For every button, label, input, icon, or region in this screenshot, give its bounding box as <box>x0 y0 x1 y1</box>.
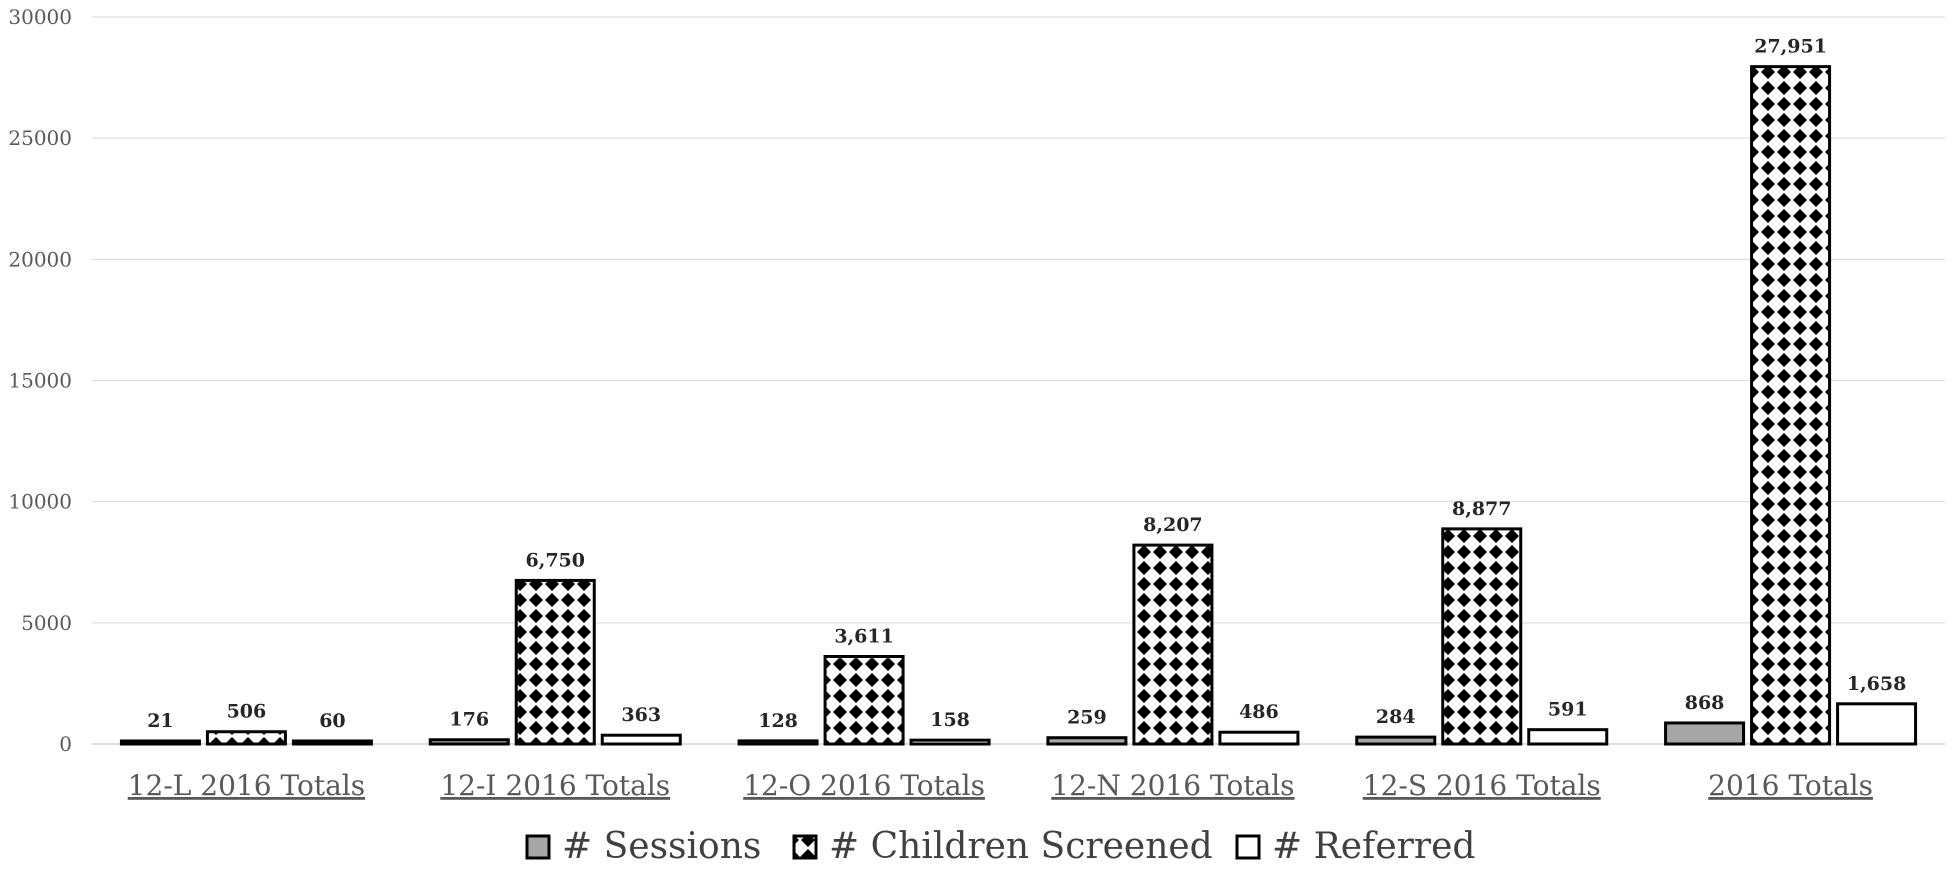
x-category-label: 12-N 2016 Totals <box>1051 769 1294 802</box>
data-label: 8,207 <box>1143 514 1203 536</box>
data-label: 363 <box>621 704 661 726</box>
data-label: 128 <box>758 710 798 732</box>
legend-item[interactable]: # Children Screened <box>792 826 1213 867</box>
data-label: 259 <box>1067 707 1107 729</box>
data-label: 868 <box>1685 692 1725 714</box>
bar <box>823 654 905 746</box>
legend-item[interactable]: # Sessions <box>525 826 761 867</box>
x-category-label: 12-I 2016 Totals <box>440 769 670 802</box>
bar <box>909 738 991 746</box>
data-label: 506 <box>227 701 267 723</box>
data-label: 3,611 <box>834 625 894 647</box>
x-category-label: 12-O 2016 Totals <box>743 769 985 802</box>
bar <box>1750 65 1832 746</box>
x-category-label: 12-L 2016 Totals <box>128 769 365 802</box>
data-label: 486 <box>1239 701 1279 723</box>
gridlines <box>92 16 1945 745</box>
bar <box>1046 736 1128 746</box>
bar <box>1132 543 1214 746</box>
legend-swatch <box>792 834 818 860</box>
data-label: 27,951 <box>1754 36 1827 58</box>
data-label: 176 <box>449 709 489 731</box>
bar <box>291 739 373 746</box>
legend-item[interactable]: # Referred <box>1235 826 1475 867</box>
bar <box>428 738 510 746</box>
legend-label: # Referred <box>1272 826 1475 867</box>
legend[interactable]: # Sessions # Children Screened # Referred <box>525 826 1475 867</box>
data-label: 591 <box>1548 699 1588 721</box>
bar <box>1836 702 1918 746</box>
legend-label: # Children Screened <box>829 826 1213 867</box>
data-labels: 21 506 60 176 6,750 363 128 3,611 158 259 8,207 486… <box>147 36 1906 732</box>
data-label: 21 <box>147 710 173 732</box>
bar <box>1441 527 1523 746</box>
x-category-label: 12-S 2016 Totals <box>1363 769 1601 802</box>
bar <box>119 739 201 746</box>
bar <box>205 730 287 746</box>
bar <box>514 578 596 746</box>
y-tick-label: 25000 <box>8 126 72 150</box>
y-tick-label: 5000 <box>21 611 72 635</box>
y-tick-label: 10000 <box>8 490 72 514</box>
y-tick-label: 20000 <box>8 247 72 271</box>
y-axis-tick-labels: 0 5000 10000 15000 20000 25000 30000 <box>8 5 72 756</box>
bar <box>737 739 819 746</box>
x-axis-category-labels: 12-L 2016 Totals 12-I 2016 Totals 12-O 201… <box>128 769 1873 802</box>
bar <box>1355 735 1437 746</box>
data-label: 284 <box>1376 706 1416 728</box>
data-label: 1,658 <box>1847 673 1907 695</box>
y-tick-label: 30000 <box>8 5 72 29</box>
x-category-label: 2016 Totals <box>1708 769 1873 802</box>
y-tick-label: 15000 <box>8 369 72 393</box>
bar <box>1664 721 1746 746</box>
y-tick-label: 0 <box>59 732 72 756</box>
data-label: 6,750 <box>526 549 586 571</box>
legend-swatch <box>1235 834 1261 860</box>
data-label: 158 <box>930 709 970 731</box>
bars <box>119 65 1918 746</box>
bar <box>1218 730 1300 746</box>
legend-label: # Sessions <box>562 826 761 867</box>
data-label: 8,877 <box>1452 498 1512 520</box>
legend-swatch <box>525 834 551 860</box>
bar <box>600 733 682 746</box>
bar <box>1527 728 1609 746</box>
data-label: 60 <box>319 710 345 732</box>
